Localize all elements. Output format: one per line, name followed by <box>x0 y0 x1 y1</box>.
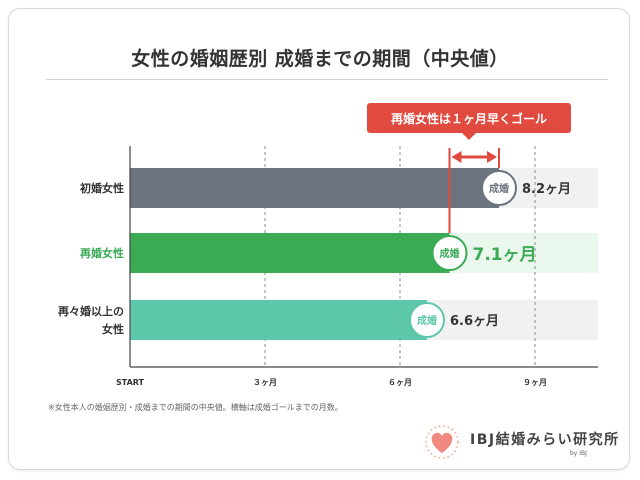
title-divider <box>46 79 608 80</box>
goal-marker-label: 成婚 <box>440 247 460 260</box>
chart-title: 女性の婚姻歴別 成婚までの期間（中央値） <box>131 48 509 70</box>
logo-text: IBJ結婚みらい研究所 <box>470 432 620 448</box>
footnote: ※女性本人の婚姻歴別・成婚までの期間の中央値。横軸は成婚ゴールまでの月数。 <box>48 403 343 412</box>
goal-marker-label: 成婚 <box>417 314 437 327</box>
value-label: 7.1ヶ月 <box>473 245 537 265</box>
heart-icon <box>425 425 459 459</box>
x-tick-label: START <box>116 378 145 387</box>
callout-arrow-right <box>487 151 497 163</box>
goal-marker-label: 成婚 <box>489 182 509 195</box>
x-tick-label: ３ヶ月 <box>253 378 277 387</box>
logo-by: by IBJ <box>570 450 587 457</box>
goal-marker <box>431 235 468 271</box>
value-label: 6.6ヶ月 <box>450 314 499 329</box>
callout-text: 再婚女性は１ヶ月早くゴール <box>391 111 547 126</box>
logo: IBJ結婚みらい研究所 by IBJ <box>420 422 620 467</box>
category-label: 女性 <box>102 322 124 336</box>
category-label: 再婚女性 <box>80 246 124 260</box>
goal-marker <box>481 170 517 206</box>
x-tick-label: ９ヶ月 <box>523 378 547 387</box>
bar <box>130 168 499 208</box>
category-label: 再々婚以上の <box>58 304 124 318</box>
x-tick-label: ６ヶ月 <box>388 378 412 387</box>
value-label: 8.2ヶ月 <box>522 182 571 197</box>
bar <box>130 300 427 340</box>
category-label: 初婚女性 <box>80 181 124 195</box>
callout-box <box>367 103 571 133</box>
callout-arrow-left <box>451 151 462 163</box>
bar <box>130 233 450 273</box>
callout-pointer <box>462 133 476 140</box>
goal-marker <box>409 302 445 338</box>
